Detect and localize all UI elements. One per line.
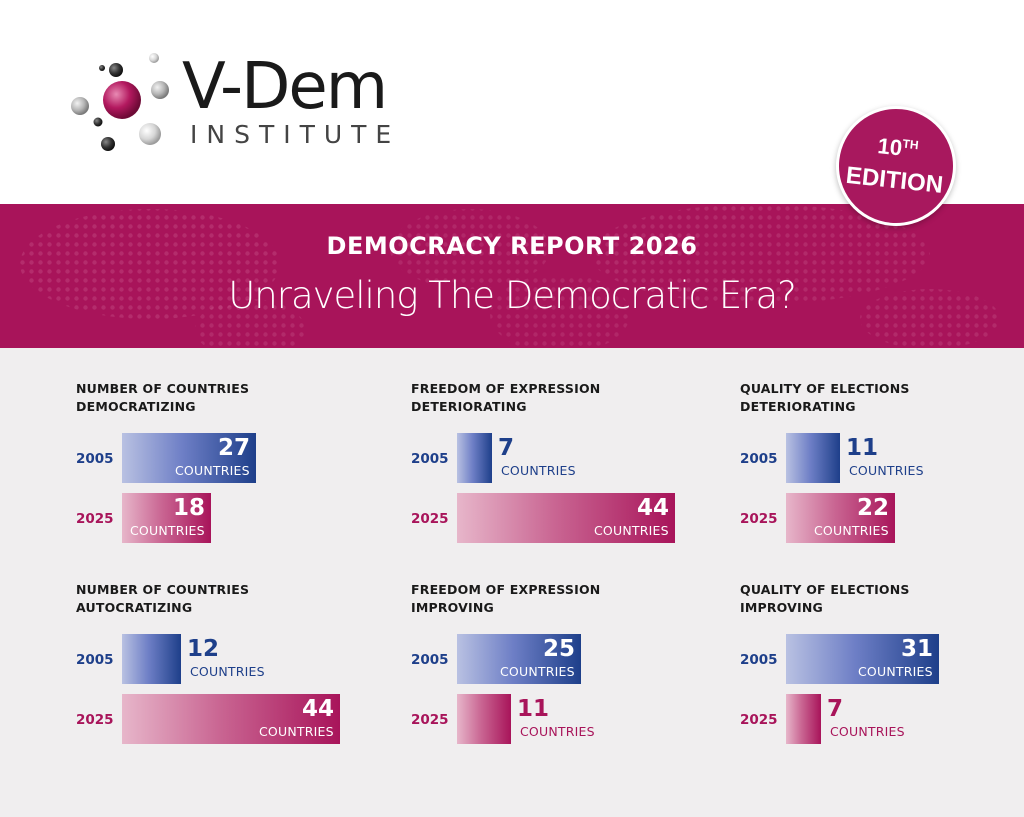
chart-elections-improving: QUALITY OF ELECTIONS IMPROVING 2005 31 COU…: [740, 581, 1024, 761]
chart-title-line-1: FREEDOM OF EXPRESSION: [411, 582, 601, 597]
chart-democratizing: NUMBER OF COUNTRIES DEMOCRATIZING 2005 27…: [76, 380, 376, 560]
report-title: DEMOCRACY REPORT 2026: [326, 232, 698, 260]
bar-row-2025: 2025 7 COUNTRIES: [740, 694, 1024, 746]
bar-2005: [457, 634, 581, 684]
year-label: 2005: [740, 652, 778, 668]
chart-title: QUALITY OF ELECTIONS IMPROVING: [740, 581, 1024, 617]
bar-2025: [786, 493, 895, 543]
chart-title: QUALITY OF ELECTIONS DETERIORATING: [740, 380, 1024, 416]
chart-title-line-1: QUALITY OF ELECTIONS: [740, 582, 910, 597]
chart-expression-improving: FREEDOM OF EXPRESSION IMPROVING 2005 25 CO…: [411, 581, 711, 761]
bar-value: 27: [218, 435, 251, 461]
chart-title: NUMBER OF COUNTRIES AUTOCRATIZING: [76, 581, 376, 617]
bar-row-2005: 2005 25 COUNTRIES: [411, 634, 711, 686]
bar-unit-label: COUNTRIES: [175, 463, 250, 478]
bar-2025: [457, 493, 675, 543]
bar-value: 25: [543, 636, 576, 662]
year-label: 2025: [740, 712, 778, 728]
logo-subtitle: INSTITUTE: [190, 120, 401, 149]
bar-2005: [457, 433, 492, 483]
bar-row-2005: 2005 12 COUNTRIES: [76, 634, 376, 686]
bar-value: 7: [827, 696, 844, 722]
edition-number-value: 10: [876, 133, 904, 161]
bar-value: 44: [302, 696, 335, 722]
chart-title-line-1: QUALITY OF ELECTIONS: [740, 381, 910, 396]
year-label: 2005: [411, 451, 449, 467]
bar-unit-label: COUNTRIES: [520, 724, 595, 739]
chart-title-line-2: DETERIORATING: [740, 399, 856, 414]
bar-row-2025: 2025 44 COUNTRIES: [411, 493, 711, 545]
year-label: 2025: [76, 511, 114, 527]
bar-value: 11: [846, 435, 879, 461]
bar-row-2005: 2005 31 COUNTRIES: [740, 634, 1024, 686]
report-banner: DEMOCRACY REPORT 2026 Unraveling The Dem…: [0, 204, 1024, 348]
bar-2025: [122, 694, 340, 744]
bar-unit-label: COUNTRIES: [858, 664, 933, 679]
logo-title: V-Dem: [182, 50, 388, 124]
chart-title: FREEDOM OF EXPRESSION IMPROVING: [411, 581, 711, 617]
bar-row-2025: 2025 22 COUNTRIES: [740, 493, 1024, 545]
bar-row-2005: 2005 7 COUNTRIES: [411, 433, 711, 485]
chart-title-line-2: DEMOCRATIZING: [76, 399, 196, 414]
edition-number-suffix: TH: [901, 136, 920, 153]
chart-title: FREEDOM OF EXPRESSION DETERIORATING: [411, 380, 711, 416]
bar-unit-label: COUNTRIES: [130, 523, 205, 538]
header-area: V-Dem INSTITUTE: [0, 0, 1024, 204]
bar-value: 18: [173, 495, 206, 521]
bar-2005: [122, 433, 256, 483]
year-label: 2025: [411, 511, 449, 527]
bar-2025: [786, 694, 821, 744]
edition-number: 10TH: [840, 131, 956, 165]
bar-row-2025: 2025 11 COUNTRIES: [411, 694, 711, 746]
chart-title-line-2: IMPROVING: [411, 600, 495, 615]
bar-2005: [786, 634, 939, 684]
bar-unit-label: COUNTRIES: [259, 724, 334, 739]
year-label: 2005: [76, 652, 114, 668]
bar-2025: [457, 694, 511, 744]
bar-row-2005: 2005 11 COUNTRIES: [740, 433, 1024, 485]
bar-unit-label: COUNTRIES: [190, 664, 265, 679]
chart-title-line-2: DETERIORATING: [411, 399, 527, 414]
bar-unit-label: COUNTRIES: [830, 724, 905, 739]
bar-unit-label: COUNTRIES: [814, 523, 889, 538]
chart-expression-deteriorating: FREEDOM OF EXPRESSION DETERIORATING 2005…: [411, 380, 711, 560]
chart-autocratizing: NUMBER OF COUNTRIES AUTOCRATIZING 2005 12…: [76, 581, 376, 761]
year-label: 2025: [76, 712, 114, 728]
year-label: 2005: [76, 451, 114, 467]
bar-value: 11: [517, 696, 550, 722]
bar-unit-label: COUNTRIES: [594, 523, 669, 538]
bar-value: 44: [637, 495, 670, 521]
bar-unit-label: COUNTRIES: [501, 463, 576, 478]
chart-title-line-1: NUMBER OF COUNTRIES: [76, 381, 250, 396]
chart-title-line-1: FREEDOM OF EXPRESSION: [411, 381, 601, 396]
bar-2025: [122, 493, 211, 543]
year-label: 2005: [411, 652, 449, 668]
bar-2005: [786, 433, 840, 483]
chart-title: NUMBER OF COUNTRIES DEMOCRATIZING: [76, 380, 376, 416]
chart-title-line-2: AUTOCRATIZING: [76, 600, 193, 615]
bar-2005: [122, 634, 181, 684]
report-subtitle: Unraveling The Democratic Era?: [228, 274, 797, 317]
chart-title-line-1: NUMBER OF COUNTRIES: [76, 582, 250, 597]
bar-row-2025: 2025 44 COUNTRIES: [76, 694, 376, 746]
world-map-dots: [20, 204, 1000, 348]
bar-value: 22: [857, 495, 890, 521]
bar-value: 7: [498, 435, 515, 461]
year-label: 2025: [740, 511, 778, 527]
bar-value: 12: [187, 636, 220, 662]
chart-elections-deteriorating: QUALITY OF ELECTIONS DETERIORATING 2005 1…: [740, 380, 1024, 560]
year-label: 2005: [740, 451, 778, 467]
chart-title-line-2: IMPROVING: [740, 600, 824, 615]
bar-value: 31: [901, 636, 934, 662]
edition-label: EDITION: [844, 161, 945, 199]
bar-unit-label: COUNTRIES: [500, 664, 575, 679]
year-label: 2025: [411, 712, 449, 728]
bar-unit-label: COUNTRIES: [849, 463, 924, 478]
bar-row-2005: 2005 27 COUNTRIES: [76, 433, 376, 485]
logo-spheres-icon: [71, 53, 169, 151]
bar-row-2025: 2025 18 COUNTRIES: [76, 493, 376, 545]
